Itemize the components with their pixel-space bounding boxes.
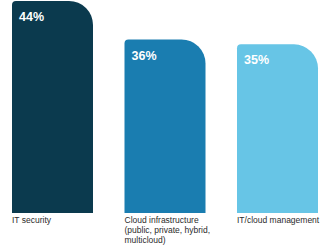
bar [125,40,206,213]
data-labels: 44% 36% 35% [19,10,269,67]
bars [12,1,318,213]
label-line: IT security [12,215,52,225]
bar [12,1,93,213]
category-labels: IT security Cloud infrastructure(public, … [12,215,320,245]
data-label: 44% [19,10,44,24]
label-line: (public, private, hybrid, [125,225,211,235]
label-line: Cloud infrastructure [125,215,199,225]
category-label: IT/cloud management [237,215,320,225]
category-label: IT security [12,215,52,225]
bar [237,44,318,213]
data-label: 35% [244,53,269,67]
label-line: multicloud) [125,235,166,245]
label-line: IT/cloud management [237,215,320,225]
data-label: 36% [132,49,157,63]
category-label: Cloud infrastructure(public, private, hy… [125,215,211,245]
chart: 44% 36% 35% IT security Cloud infrastructure… [0,0,326,245]
